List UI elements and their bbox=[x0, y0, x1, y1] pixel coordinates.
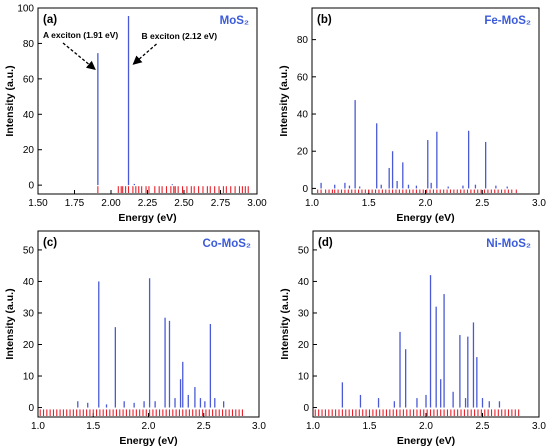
y-axis-title: Intensity (a.u.) bbox=[278, 65, 290, 136]
panel-b: 0 20 40 60 80 1.0 1.5 2.0 2.5 3.0 Energy (eV) Inten… bbox=[278, 7, 546, 224]
y-tick-label: 20 bbox=[23, 145, 35, 156]
x-tick-label: 2.5 bbox=[475, 198, 489, 209]
y-tick-label: 30 bbox=[23, 308, 35, 319]
x-tick-label: 2.0 bbox=[142, 421, 156, 432]
panel-title: Fe-MoS₂ bbox=[484, 15, 531, 27]
y-tick-label: 0 bbox=[302, 184, 308, 195]
y-tick-label: 80 bbox=[297, 35, 309, 46]
x-tick-label: 2.25 bbox=[138, 198, 158, 209]
x-tick-label: 2.50 bbox=[174, 198, 194, 209]
x-tick-label: 2.00 bbox=[101, 198, 121, 209]
y-tick-label: 0 bbox=[28, 181, 34, 192]
x-tick-label: 1.0 bbox=[306, 421, 320, 432]
panel-label: (a) bbox=[43, 14, 57, 26]
y-tick-label: 40 bbox=[23, 110, 35, 121]
y-axis-title: Intensity (a.u.) bbox=[4, 288, 16, 359]
y-axis-title: Intensity (a.u.) bbox=[4, 65, 16, 136]
x-tick-label: 1.75 bbox=[65, 198, 85, 209]
panel-title: Co-MoS₂ bbox=[202, 238, 251, 250]
y-tick-label: 10 bbox=[23, 372, 35, 383]
y-tick-label: 30 bbox=[298, 308, 310, 319]
x-tick-label: 2.5 bbox=[476, 421, 490, 432]
x-axis-title: Energy (eV) bbox=[118, 212, 176, 224]
x-tick-label: 3.0 bbox=[532, 198, 546, 209]
y-tick-label: 20 bbox=[297, 147, 309, 158]
plot-frame bbox=[312, 230, 540, 418]
annotation-arrow bbox=[132, 43, 157, 65]
y-tick-label: 40 bbox=[298, 277, 310, 288]
x-tick-label: 3.00 bbox=[247, 198, 267, 209]
x-tick-label: 3.0 bbox=[252, 421, 266, 432]
y-tick-label: 0 bbox=[28, 403, 34, 414]
x-tick-label: 2.75 bbox=[211, 198, 231, 209]
y-tick-label: 10 bbox=[298, 372, 310, 383]
annotation-a-exciton: A exciton (1.91 eV) bbox=[43, 30, 118, 40]
y-tick-label: 0 bbox=[303, 403, 309, 414]
panel-title: Ni-MoS₂ bbox=[486, 238, 531, 250]
x-axis-title: Energy (eV) bbox=[119, 435, 177, 446]
y-tick-label: 40 bbox=[23, 277, 35, 288]
panel-c: 0 10 20 30 40 50 1.0 1.5 2.0 2.5 3.0 Energy (eV) Int… bbox=[4, 230, 266, 446]
y-tick-label: 20 bbox=[298, 340, 310, 351]
x-tick-label: 1.5 bbox=[363, 421, 377, 432]
x-tick-label: 1.50 bbox=[28, 198, 48, 209]
plot-frame bbox=[37, 230, 260, 418]
y-tick-label: 100 bbox=[17, 4, 34, 15]
y-tick-label: 60 bbox=[297, 72, 309, 83]
plot-frame bbox=[311, 7, 540, 195]
x-tick-label: 1.5 bbox=[362, 198, 376, 209]
y-tick-label: 40 bbox=[297, 110, 309, 121]
x-tick-label: 3.0 bbox=[532, 421, 546, 432]
panel-title: MoS₂ bbox=[220, 15, 249, 27]
x-axis-title: Energy (eV) bbox=[397, 435, 455, 446]
panel-a: 0 20 40 60 80 100 1.50 1.75 2.00 2.25 2.50 2.75 3.00… bbox=[4, 4, 267, 225]
y-axis-title: Intensity (a.u.) bbox=[279, 288, 291, 359]
x-axis-title: Energy (eV) bbox=[396, 212, 454, 224]
y-tick-label: 20 bbox=[23, 340, 35, 351]
panel-d: 0 10 20 30 40 50 1.0 1.5 2.0 2.5 3.0 Energy (eV) Int… bbox=[279, 230, 546, 446]
x-tick-label: 1.0 bbox=[305, 198, 319, 209]
annotation-arrow bbox=[62, 42, 96, 70]
y-tick-label: 50 bbox=[298, 245, 310, 256]
x-tick-label: 2.0 bbox=[419, 421, 433, 432]
y-tick-label: 60 bbox=[23, 74, 35, 85]
panel-label: (b) bbox=[317, 14, 332, 26]
x-tick-label: 1.5 bbox=[86, 421, 100, 432]
panel-label: (d) bbox=[318, 237, 333, 249]
y-tick-label: 80 bbox=[23, 39, 35, 50]
panel-label: (c) bbox=[43, 237, 57, 249]
x-tick-label: 2.0 bbox=[419, 198, 433, 209]
x-tick-label: 1.0 bbox=[31, 421, 45, 432]
annotation-b-exciton: B exciton (2.12 eV) bbox=[142, 31, 218, 41]
y-tick-label: 50 bbox=[23, 245, 35, 256]
x-tick-label: 2.5 bbox=[197, 421, 211, 432]
